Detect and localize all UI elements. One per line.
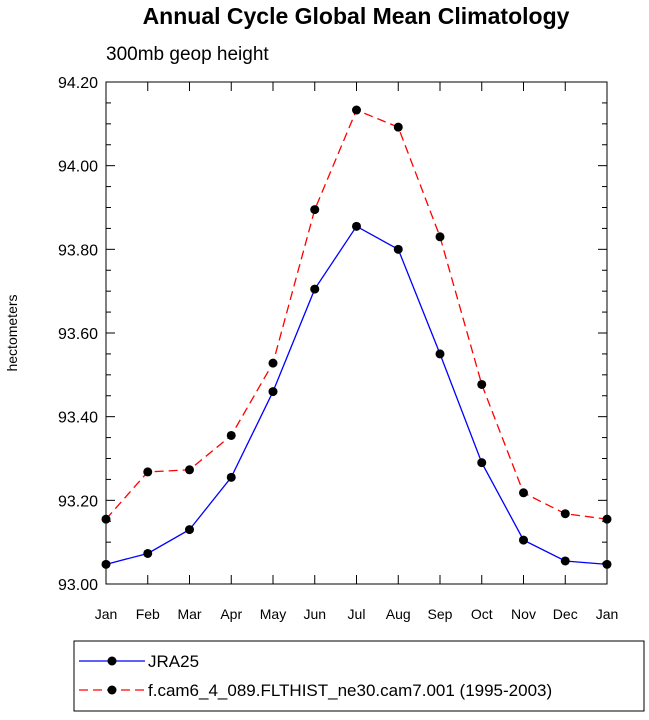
legend-label-0: JRA25 [148,652,199,671]
series-0-point [602,559,612,569]
axis-ticks: 93.00 93.20 93.40 93.60 93.80 94.00 94.20 Jan Fe… [58,75,618,622]
series-line-0 [105,225,608,565]
series-1-point [185,465,194,475]
y-tick-label: 93.60 [58,326,98,343]
series-1-point [143,467,153,477]
chart-title: Annual Cycle Global Mean Climatology [143,3,570,29]
series-0-point [352,221,361,231]
x-tick-label: Oct [471,606,493,622]
x-tick-label: Sep [428,606,453,622]
y-tick-label: 94.20 [58,75,98,92]
y-tick-label: 93.80 [58,242,98,259]
x-tick-label: Jan [95,606,118,622]
x-tick-label: Feb [136,606,160,622]
series-line-1 [105,109,608,520]
x-tick-label: May [260,606,286,622]
x-tick-label: Mar [177,606,201,622]
legend: JRA25 f.cam6_4_089.FLTHIST_ne30.cam7.001 … [79,652,552,700]
legend-box [73,640,645,712]
series-1-point [268,358,278,368]
series-0-point [310,284,320,294]
y-tick-label: 93.40 [58,410,98,427]
series-1-point [352,105,361,115]
x-tick-label: Aug [386,606,411,622]
series-0-point [393,244,403,254]
series-1-point [310,205,320,215]
y-tick-label: 93.20 [58,493,98,510]
series-0-point [477,458,487,468]
series-1-point [602,514,612,524]
series-0-point [185,525,194,535]
legend-marker-0 [107,656,117,666]
series-0-point [143,548,153,558]
x-tick-label: Jun [303,606,326,622]
x-tick-label: Apr [220,606,242,622]
series-1-point [226,430,236,440]
series-0-point [268,387,278,397]
series-0-point [101,559,111,569]
legend-marker-1 [107,685,117,695]
plot-frame [105,81,608,585]
series-1-point [101,514,111,524]
legend-label-1: f.cam6_4_089.FLTHIST_ne30.cam7.001 (1995… [148,681,552,700]
series-1-point [393,122,403,132]
series-1-point [519,488,528,498]
series-1-point [477,379,487,389]
chart-subtitle: 300mb geop height [106,44,269,65]
y-axis-label: hectometers [4,294,20,371]
x-tick-label: Jan [596,606,619,622]
x-tick-label: Jul [348,606,366,622]
x-tick-label: Dec [553,606,578,622]
series-0-point [226,472,236,482]
y-tick-label: 94.00 [58,159,98,176]
x-tick-label: Nov [511,606,536,622]
series-layer [101,105,612,569]
series-1-point [560,509,570,519]
series-0-point [560,556,570,566]
series-1-point [435,232,445,242]
y-tick-label: 93.00 [58,577,98,594]
series-0-point [435,349,445,359]
series-0-point [519,535,528,545]
